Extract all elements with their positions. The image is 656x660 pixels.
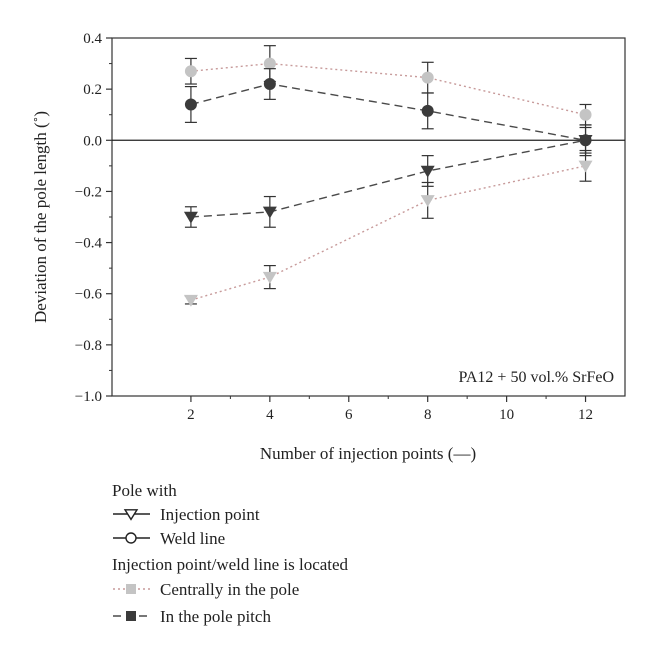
annotation-label: PA12 + 50 vol.% SrFeO xyxy=(458,369,614,386)
y-tick-label: 0.4 xyxy=(83,31,102,47)
series-line-0 xyxy=(190,62,586,116)
series-line-2 xyxy=(190,139,586,218)
legend-marker-circle xyxy=(125,532,137,544)
data-point xyxy=(184,98,197,111)
legend-title-pole-with: Pole with xyxy=(112,481,177,500)
legend-marker-triangle-down xyxy=(123,509,139,521)
data-point xyxy=(578,160,593,173)
legend-label-centrally: Centrally in the pole xyxy=(160,580,299,599)
data-point xyxy=(183,211,198,224)
legend-label-pole-pitch: In the pole pitch xyxy=(160,607,271,626)
x-tick-label: 12 xyxy=(578,407,593,423)
legend-label-weld-line: Weld line xyxy=(160,529,225,548)
series-line-1 xyxy=(190,83,586,141)
data-point xyxy=(263,78,276,91)
data-point xyxy=(183,294,198,307)
series-line-3 xyxy=(190,165,586,301)
data-point xyxy=(262,271,277,284)
x-tick-label: 6 xyxy=(345,407,353,423)
y-tick-label: −0.8 xyxy=(75,338,102,354)
y-tick-label: −0.6 xyxy=(75,287,103,303)
y-tick-label: −1.0 xyxy=(75,389,102,405)
x-tick-label: 8 xyxy=(424,407,432,423)
y-tick-label: −0.4 xyxy=(75,236,103,252)
x-tick-label: 2 xyxy=(187,407,195,423)
y-tick-label: 0.0 xyxy=(83,133,102,149)
y-axis-title: Deviation of the pole length (˚) xyxy=(31,111,50,323)
data-point xyxy=(579,108,592,121)
data-point xyxy=(421,71,434,84)
data-point xyxy=(420,195,435,208)
data-point xyxy=(184,65,197,78)
legend-label-injection-point: Injection point xyxy=(160,505,260,524)
legend-square-marker xyxy=(126,611,136,621)
x-tick-label: 10 xyxy=(499,407,514,423)
data-point xyxy=(262,206,277,219)
data-point xyxy=(421,104,434,117)
legend-title-location: Injection point/weld line is located xyxy=(112,555,349,574)
y-tick-label: 0.2 xyxy=(83,82,102,98)
data-point xyxy=(578,135,593,147)
data-point xyxy=(263,57,276,70)
data-point xyxy=(420,165,435,178)
legend-square-marker xyxy=(126,584,136,594)
x-tick-label: 4 xyxy=(266,407,274,423)
x-axis-title: Number of injection points (—) xyxy=(260,444,476,463)
y-tick-label: −0.2 xyxy=(75,184,102,200)
